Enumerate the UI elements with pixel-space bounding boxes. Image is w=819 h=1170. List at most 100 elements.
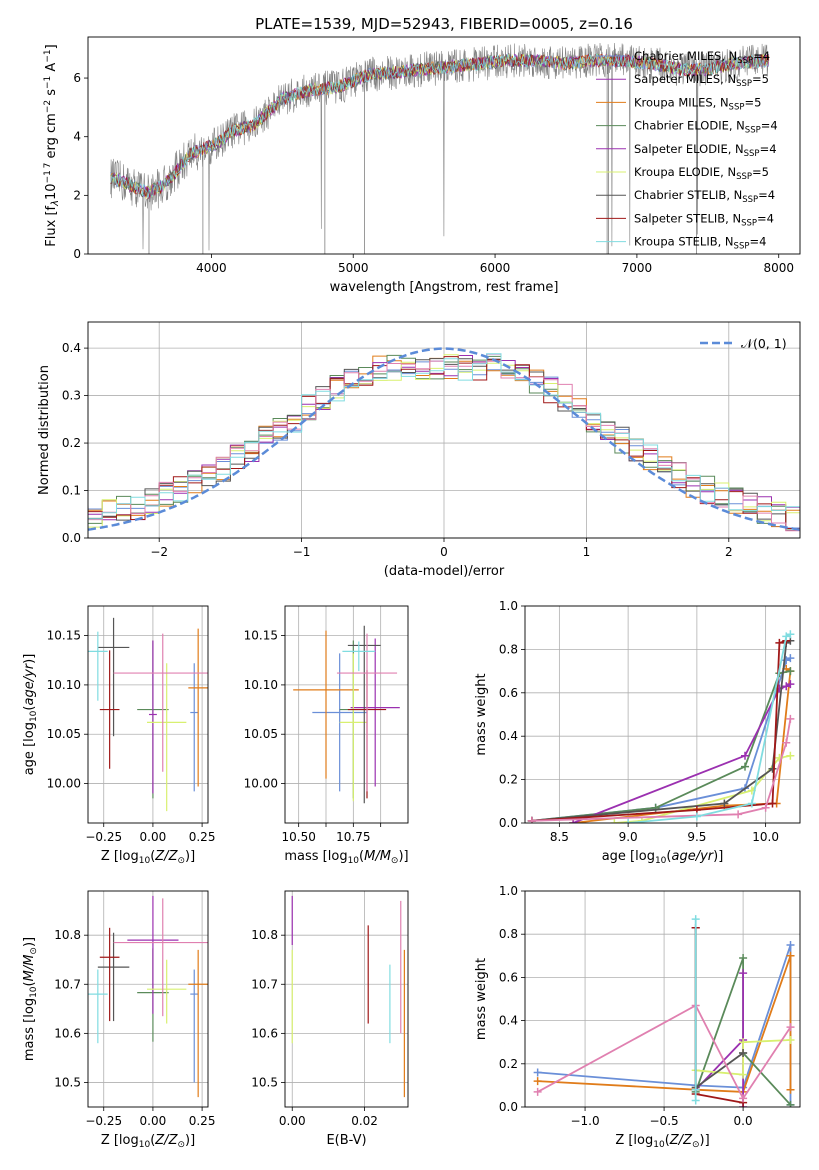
weight-marker (786, 1036, 795, 1045)
y-tick-label: 0.6 (499, 686, 518, 700)
x-tick-label: 4000 (196, 261, 227, 275)
spectrum-legend: Chabrier MILES, NSSP=4 Salpeter MILES, NS… (596, 49, 778, 252)
spectrum-axes: 4000 5000 6000 7000 8000 0 2 4 6 (73, 71, 794, 275)
y-tick-label: 10.7 (251, 977, 278, 991)
legend-label-3: Kroupa MILES, NSSP=5 (634, 95, 761, 112)
y-tick-label: 0.8 (499, 927, 518, 941)
y-tick-label: 0.8 (499, 642, 518, 656)
age_vs_mass-points (293, 625, 400, 804)
weight-line-7 (694, 927, 744, 1104)
x-tick-label: 0.25 (189, 1114, 216, 1128)
age_vs_Z-frame (87, 605, 209, 824)
legend-label-1: Chabrier MILES, NSSP=4 (634, 49, 770, 66)
y-tick-label: 10.7 (54, 977, 81, 991)
weight-marker (786, 1100, 795, 1107)
y-tick-label: 0.2 (499, 1057, 518, 1071)
y-tick-label: 0.1 (62, 484, 81, 498)
weight-line-5 (695, 1039, 791, 1076)
y-tick-label: 1.0 (499, 884, 518, 898)
y-tick-label: 0.2 (62, 436, 81, 450)
y-tick-label: 10.10 (244, 678, 278, 692)
x-tick-label: −0.25 (85, 830, 122, 844)
residuals-frame (87, 321, 801, 539)
x-tick-label: 0.00 (140, 1114, 167, 1128)
x-tick-label: −1 (293, 545, 311, 559)
weight-marker (739, 1094, 748, 1103)
weight-marker (775, 638, 784, 647)
weight-line-3 (531, 670, 791, 822)
y-tick-label: 10.05 (244, 727, 278, 741)
weight_vs_age-xlabel: age [log10(age/yr)] (602, 849, 724, 866)
weight-marker (786, 1023, 795, 1032)
weight_vs_Z-ylabel: mass weight (474, 958, 489, 1040)
y-tick-label: 10.6 (251, 1026, 278, 1040)
x-tick-label: 0.0 (734, 1114, 753, 1128)
weight-line-1 (531, 657, 791, 822)
y-tick-label: 10.00 (47, 777, 81, 791)
legend-label-6: Kroupa ELODIE, NSSP=5 (634, 165, 769, 182)
x-tick-label: −1.0 (570, 1114, 599, 1128)
y-tick-label: 0 (73, 247, 81, 261)
spectrum-xlabel: wavelength [Angstrom, rest frame] (330, 280, 559, 295)
x-tick-label: 9.0 (619, 830, 638, 844)
weight-marker (691, 1096, 700, 1105)
mass_vs_ebv-xlabel: E(B-V) (326, 1133, 366, 1148)
mass_vs_Z-ylabel: mass [log10(M/M⊙)] (22, 937, 39, 1061)
weight-marker (786, 630, 795, 639)
model-line-9 (110, 52, 770, 199)
weight-marker (720, 799, 729, 808)
y-tick-label: 0.4 (499, 729, 518, 743)
residuals-axes: −2 −1 0 1 2 0.0 0.1 0.2 0.3 0.4 (62, 322, 800, 559)
x-tick-label: −0.5 (650, 1114, 679, 1128)
x-tick-label: 1 (583, 545, 591, 559)
x-tick-label: −2 (150, 545, 168, 559)
weight-marker (786, 667, 795, 676)
spectrum-lines (110, 42, 770, 254)
weight-marker (741, 762, 749, 771)
weight-marker (610, 819, 619, 823)
weight-marker (739, 953, 748, 962)
weight-marker (692, 812, 701, 821)
weight-line-7 (531, 639, 787, 822)
age_vs_Z-axes: −0.25 0.00 0.25 10.00 10.05 10.10 10.15 (47, 606, 215, 844)
x-tick-label: 2 (725, 545, 733, 559)
mass_vs_Z-xlabel: Z [log10(Z/Z⊙)] (101, 1133, 195, 1150)
weight-marker (739, 1038, 748, 1047)
weight-marker (734, 810, 743, 819)
weight_vs_age-lines (527, 630, 795, 823)
weight-line-9 (628, 633, 791, 823)
weight-marker (527, 816, 536, 823)
legend-label-9: Kroupa STELIB, NSSP=4 (634, 235, 766, 252)
weight-marker (739, 1049, 748, 1057)
weight-marker (739, 969, 748, 978)
x-tick-label: 5000 (338, 261, 369, 275)
weight-marker (747, 799, 756, 808)
x-tick-label: 10.0 (752, 830, 779, 844)
weight-marker (786, 680, 795, 689)
y-tick-label: 10.6 (54, 1026, 81, 1040)
x-tick-label: 6000 (480, 261, 511, 275)
x-tick-label: −0.25 (85, 1114, 122, 1128)
x-tick-label: 0.02 (351, 1114, 378, 1128)
weight_vs_Z-frame (524, 890, 801, 1108)
weight_vs_Z-xlabel: Z [log10(Z/Z⊙)] (615, 1133, 709, 1150)
weight-marker (786, 654, 795, 663)
y-tick-label: 0.3 (62, 389, 81, 403)
weight-marker (768, 799, 777, 808)
weight_vs_Z-lines (533, 915, 795, 1107)
weight-marker (739, 1070, 748, 1079)
weight-marker (761, 803, 770, 812)
y-tick-label: 6 (73, 71, 81, 85)
mass_vs_Z-axes: −0.25 0.00 0.25 10.5 10.6 10.7 10.8 (54, 891, 215, 1128)
weight-marker (691, 915, 700, 924)
mass_vs_ebv-frame (284, 890, 409, 1108)
y-tick-label: 4 (73, 130, 81, 144)
y-tick-label: 10.15 (244, 629, 278, 643)
weight-marker (782, 682, 791, 691)
legend-label-8: Salpeter STELIB, NSSP=4 (634, 211, 774, 228)
y-tick-label: 10.5 (251, 1075, 278, 1089)
weight-line-8 (537, 1004, 792, 1101)
weight_vs_age-frame (524, 605, 801, 824)
x-tick-label: 8.5 (550, 830, 569, 844)
